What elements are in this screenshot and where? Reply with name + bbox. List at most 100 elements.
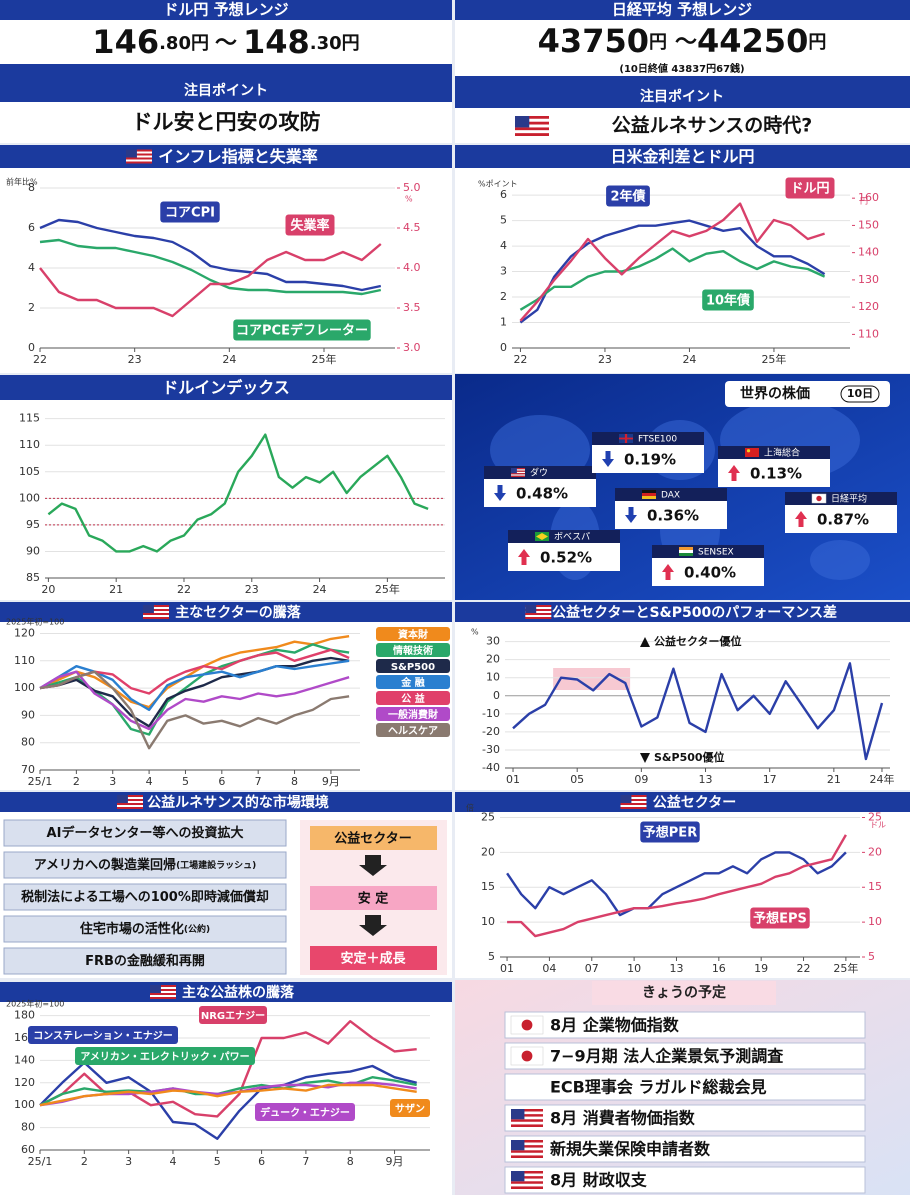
focus-text: 公益ルネサンスの時代? <box>612 114 813 137</box>
y-tick-label: 100 <box>14 1098 35 1111</box>
chart-title: 公益セクターとS&P500のパフォーマンス差 <box>552 604 837 621</box>
flag <box>642 490 656 499</box>
x-tick-label: 22 <box>33 353 47 366</box>
y-tick-label: 85 <box>26 571 40 584</box>
series-label: アメリカン・エレクトリック・パワー <box>80 1051 249 1063</box>
series-label: 情報技術 <box>393 644 433 657</box>
flag-stripe <box>511 473 525 475</box>
flag <box>510 1015 544 1035</box>
env-title-bar <box>0 792 452 812</box>
flag-stripe <box>525 609 552 611</box>
flow-box <box>310 946 437 970</box>
flag-stripe <box>511 471 525 474</box>
y-tick-label: 100 <box>19 491 40 504</box>
flag-field <box>745 448 759 457</box>
flag-stripe <box>620 797 647 799</box>
y-tick-label: 95 <box>26 518 40 531</box>
env-item-note: (公約) <box>184 923 210 935</box>
env-item: AIデータセンター等への投資拡大 <box>47 825 244 841</box>
x-tick-label: 01 <box>500 962 514 975</box>
flag-stripe <box>150 987 176 989</box>
series-label-box <box>376 691 450 705</box>
x-tick-label: 7 <box>302 1155 309 1168</box>
x-tick-label: 25年 <box>375 582 400 596</box>
series-label: 一般消費財 <box>388 708 438 721</box>
y-unit: % <box>471 628 479 637</box>
y2-tick-label: 120 <box>858 300 879 313</box>
flag-stripe <box>143 613 169 615</box>
x-tick-label: 25年 <box>312 352 337 366</box>
flag <box>811 493 827 504</box>
series-line <box>39 1083 417 1107</box>
chart-title: 主な公益株の騰落 <box>182 984 295 1001</box>
flag-stripe <box>511 1114 543 1117</box>
series-label-box <box>750 907 810 929</box>
y-tick-label: 2 <box>500 290 507 303</box>
flag-canton <box>620 795 632 803</box>
x-tick-label: 5 <box>182 775 189 788</box>
focus-label: 注目ポイント <box>640 88 724 105</box>
chart-title: インフレ指標と失業率 <box>158 147 318 166</box>
y-tick-label: 8 <box>28 181 35 194</box>
y-tick-label: 25 <box>481 810 495 823</box>
series-label-box <box>255 1103 355 1121</box>
schedule-row <box>504 1135 866 1163</box>
x-tick-label: 23 <box>598 353 612 366</box>
x-tick-label: 8 <box>291 775 298 788</box>
flag-stripe <box>620 801 647 803</box>
flag-canton <box>515 116 530 128</box>
series-label-box <box>75 1047 255 1065</box>
y-tick-label: 0 <box>28 341 35 354</box>
schedule-text: 7−9月期 法人企業景気予測調査 <box>550 1047 783 1066</box>
flag <box>117 795 143 809</box>
flag-canton <box>511 1140 525 1151</box>
y-tick-label: 120 <box>14 1076 35 1089</box>
y-tick-label: -30 <box>482 743 500 756</box>
series-line <box>519 247 826 311</box>
chart-title: 公益セクター <box>653 794 736 811</box>
y2-tick-label: 20 <box>868 845 882 858</box>
flag-stripe <box>515 130 549 134</box>
series-label-box <box>376 659 450 673</box>
annotation: 公益セクター優位 <box>654 634 742 648</box>
x-tick-label: 25年 <box>761 352 786 366</box>
y-unit: 2025年初=100 <box>6 617 64 627</box>
y2-tick-label: 10 <box>868 915 882 928</box>
x-tick-label: 20 <box>41 583 55 596</box>
direction-arrow <box>795 511 807 527</box>
x-tick-label: 9月 <box>322 775 340 788</box>
series-label: ドル円 <box>790 182 829 197</box>
flag-stripe <box>620 799 647 801</box>
flag-stripe <box>511 1171 543 1174</box>
card-name: SENSEX <box>698 548 734 558</box>
series-label-box <box>376 627 450 641</box>
flag-stripe <box>511 1111 543 1115</box>
flag-stripe <box>511 1173 543 1177</box>
y-tick-label: -10 <box>482 707 500 720</box>
flag <box>620 795 647 809</box>
x-tick-label: 2 <box>81 1155 88 1168</box>
series-label: 10年債 <box>706 293 750 309</box>
env-item-box <box>3 883 287 911</box>
y2-tick-label: 15 <box>868 880 882 893</box>
y-tick-label: 4 <box>28 261 35 274</box>
x-tick-label: 24 <box>222 353 236 366</box>
flow-arrow <box>359 855 387 876</box>
direction-arrow <box>494 485 506 501</box>
card-change: 0.48% <box>516 485 568 503</box>
series-label: デューク・エナジー <box>260 1106 350 1119</box>
y-tick-label: 105 <box>19 465 40 478</box>
x-tick-label: 21 <box>827 773 841 786</box>
flag-stripe <box>511 1150 543 1153</box>
flag-stripe <box>126 149 152 152</box>
flag-stripe <box>117 801 143 803</box>
y-tick-label: 80 <box>21 1121 35 1134</box>
flag-stripe <box>117 795 143 797</box>
chart-title-bar <box>455 602 910 622</box>
schedule-text: ECB理事会 ラガルド総裁会見 <box>550 1078 766 1097</box>
flag-stripe <box>620 807 647 809</box>
flag-canton <box>511 1171 525 1182</box>
flag-star <box>746 449 751 453</box>
range: 146.80円～ 148.30円 <box>92 23 359 61</box>
series-label-box <box>199 1006 267 1024</box>
